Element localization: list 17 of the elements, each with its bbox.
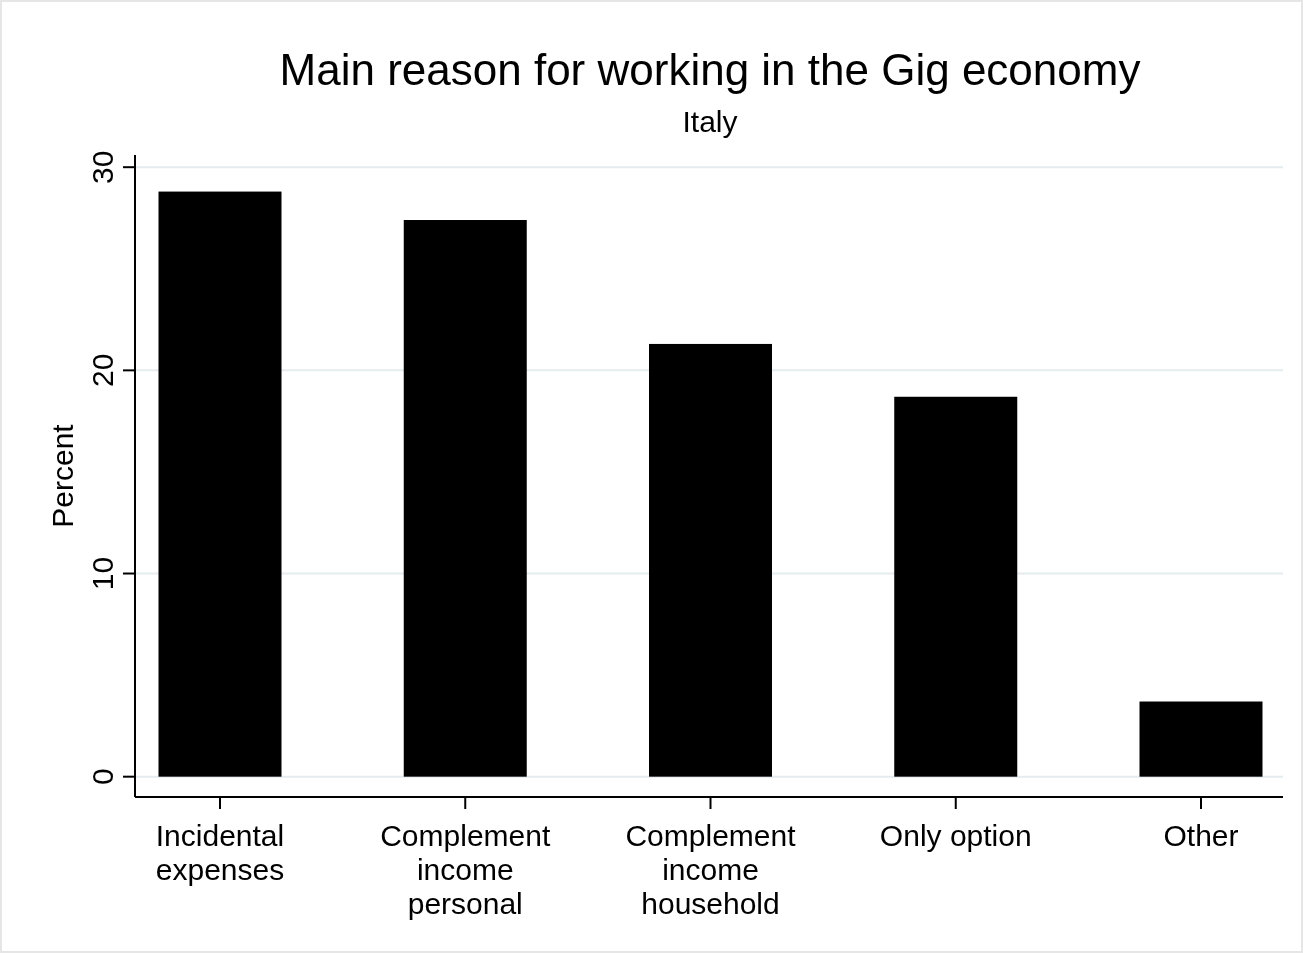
x-tick-label: Complement income personal: [380, 819, 551, 920]
y-axis-title: Percent: [46, 423, 79, 528]
x-tick-label: Only option: [879, 819, 1032, 852]
x-tick-label: Incidental expenses: [155, 819, 285, 886]
bar: [403, 220, 527, 777]
bar: [894, 396, 1018, 777]
y-tick-label: 10: [86, 556, 119, 591]
bar: [158, 191, 282, 777]
chart-title: Main reason for working in the Gig economy: [279, 45, 1141, 94]
y-tick-label: 0: [86, 768, 119, 786]
x-tick-label: Complement income household: [625, 819, 797, 920]
chart-subtitle: Italy: [682, 105, 738, 138]
y-tick-label: 30: [86, 150, 119, 184]
x-tick-label: Other: [1163, 819, 1239, 852]
y-tick-label: 20: [86, 353, 119, 388]
bar: [649, 343, 772, 777]
bar: [1139, 701, 1263, 777]
